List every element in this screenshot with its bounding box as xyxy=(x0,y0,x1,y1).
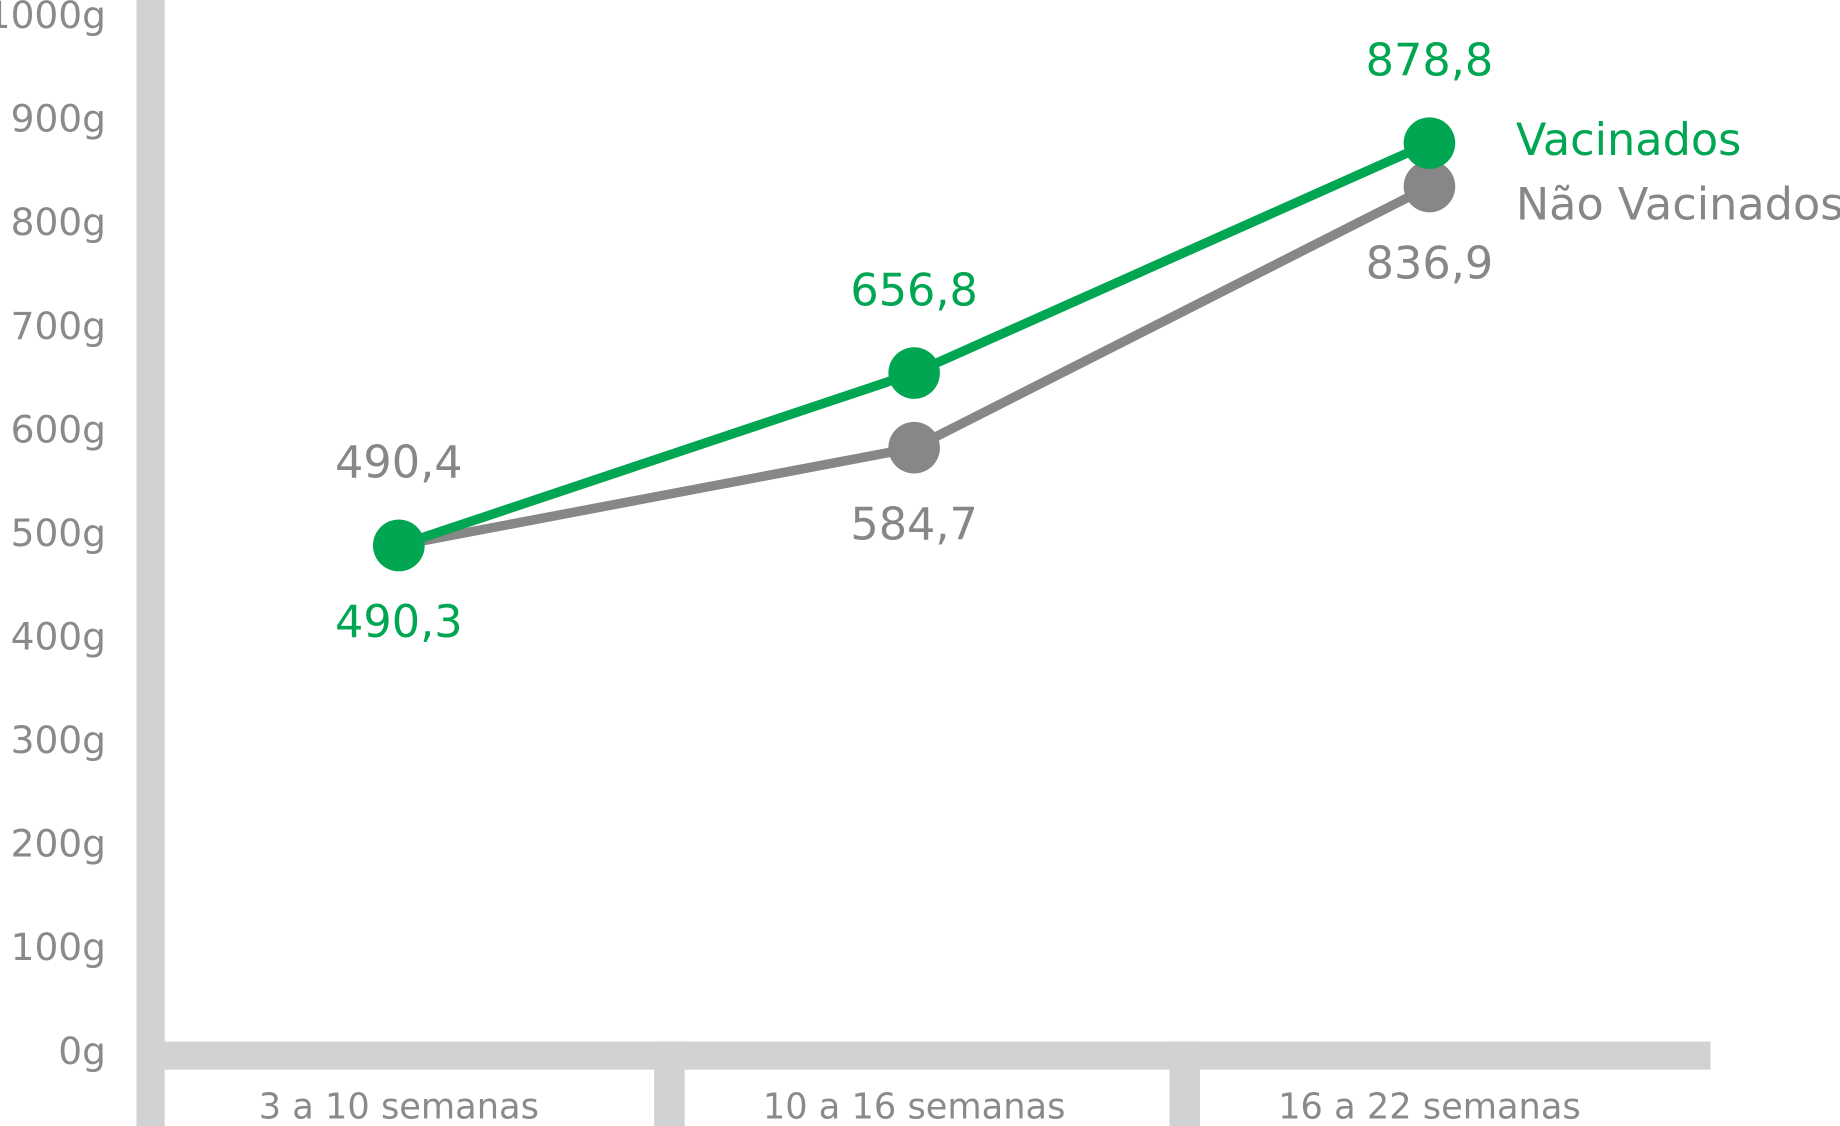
data-point xyxy=(888,421,940,474)
y-tick-label: 100g xyxy=(11,925,106,969)
category-separator xyxy=(654,1041,685,1126)
data-label: 584,7 xyxy=(850,498,978,550)
y-tick-label: 500g xyxy=(11,511,106,555)
x-tick-label: 10 a 16 semanas xyxy=(763,1086,1066,1126)
data-label: 878,8 xyxy=(1366,34,1494,86)
y-tick-label: 0g xyxy=(58,1029,106,1073)
y-tick-label: 200g xyxy=(11,822,106,866)
y-tick-label: 1000g xyxy=(0,0,106,37)
data-point xyxy=(1403,160,1456,213)
y-tick-label: 800g xyxy=(11,200,106,244)
y-tick-label: 400g xyxy=(11,615,106,659)
x-axis-bar xyxy=(136,1041,1711,1070)
data-label: 490,4 xyxy=(335,437,463,489)
data-point xyxy=(888,347,940,399)
category-separator xyxy=(1169,1041,1200,1126)
data-label: 490,3 xyxy=(335,596,463,648)
legend-entry: Não Vacinados xyxy=(1516,179,1840,231)
data-point xyxy=(1403,117,1456,169)
x-tick-label: 16 a 22 semanas xyxy=(1278,1086,1581,1126)
y-tick-label: 600g xyxy=(11,407,106,451)
y-axis-bar xyxy=(136,0,165,1126)
y-tick-label: 300g xyxy=(11,718,106,762)
x-tick-label: 3 a 10 semanas xyxy=(259,1086,539,1126)
series-line xyxy=(397,138,1432,550)
data-label: 836,9 xyxy=(1366,237,1494,289)
y-tick-label: 900g xyxy=(11,97,106,141)
y-tick-label: 700g xyxy=(11,304,106,348)
data-point xyxy=(373,519,425,572)
legend-entry: Vacinados xyxy=(1516,114,1742,166)
data-label: 656,8 xyxy=(850,264,978,316)
